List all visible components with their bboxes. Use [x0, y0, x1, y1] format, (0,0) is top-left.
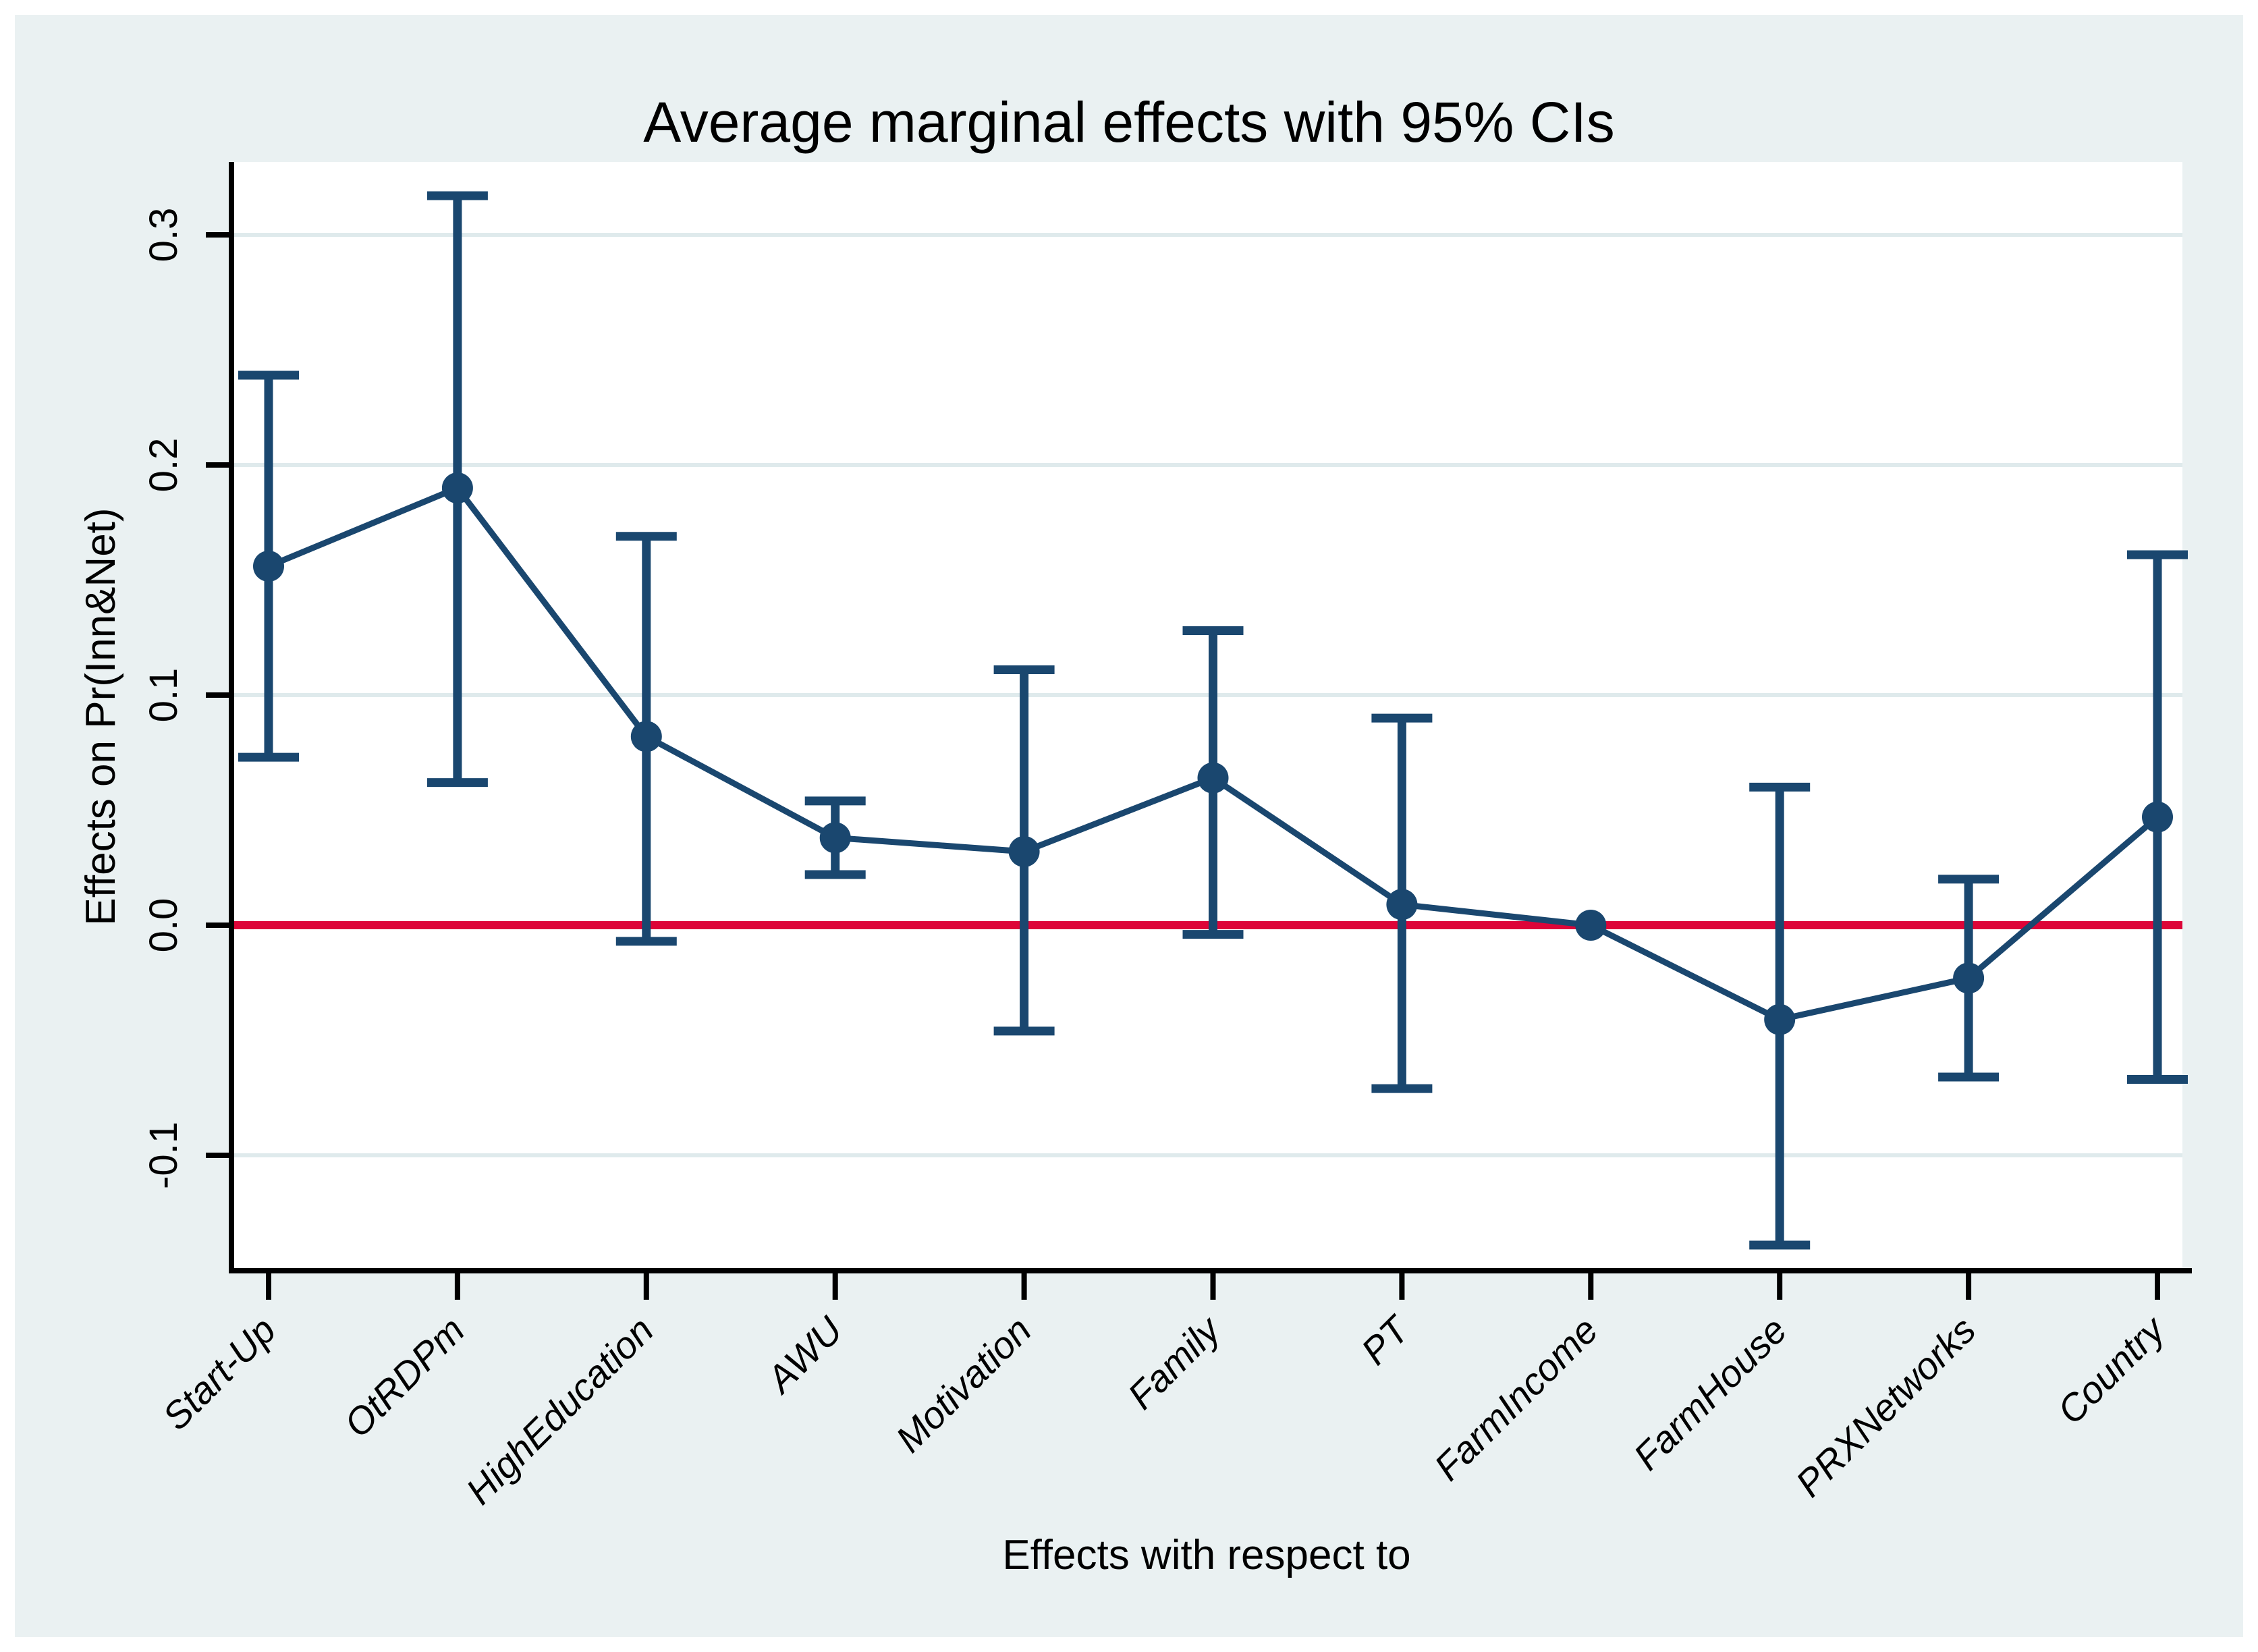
y-tick-label: 0.0: [142, 898, 186, 953]
y-tick-label: 0.3: [142, 208, 186, 263]
x-axis-title: Effects with respect to: [1002, 1532, 1410, 1578]
point-marker: [441, 472, 473, 504]
chart-title: Average marginal effects with 95% CIs: [643, 90, 1615, 154]
point-marker: [1953, 962, 1985, 994]
plot-area: [231, 162, 2182, 1271]
point-marker: [1764, 1003, 1796, 1035]
y-tick-label: 0.2: [142, 438, 186, 493]
point-estimate-markers: [253, 472, 2173, 1035]
y-tick-label: 0.1: [142, 668, 186, 723]
point-marker: [2142, 801, 2173, 833]
point-marker: [1575, 910, 1607, 941]
point-marker: [1197, 762, 1229, 794]
point-marker: [819, 822, 851, 854]
point-marker: [630, 721, 662, 752]
point-marker: [1008, 835, 1040, 867]
point-marker: [1386, 889, 1418, 920]
y-tick-label: -0.1: [142, 1122, 186, 1189]
point-marker: [253, 551, 284, 582]
y-axis-title: Effects on Pr(Inn&Net): [78, 507, 124, 925]
axes-and-ticks: [206, 162, 2192, 1300]
